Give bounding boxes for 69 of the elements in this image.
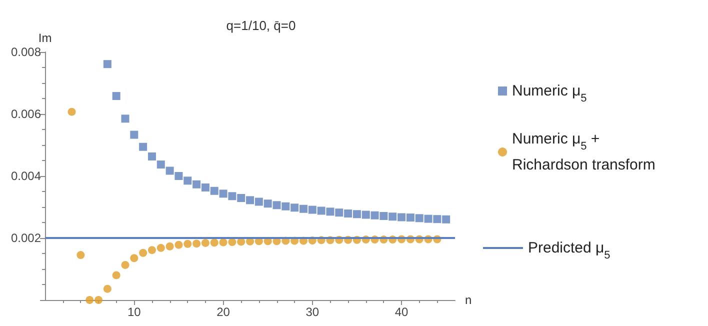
point bbox=[246, 196, 254, 204]
point bbox=[184, 176, 192, 185]
point bbox=[254, 198, 263, 206]
point bbox=[156, 160, 165, 169]
point bbox=[210, 238, 218, 247]
point bbox=[352, 210, 361, 218]
point bbox=[326, 208, 334, 216]
point bbox=[317, 206, 326, 215]
point bbox=[406, 214, 414, 222]
point bbox=[76, 251, 85, 260]
point bbox=[210, 186, 218, 195]
point bbox=[192, 180, 201, 188]
y-tick-label: 0.002 bbox=[11, 231, 42, 245]
point bbox=[219, 190, 228, 198]
point bbox=[380, 212, 388, 220]
point bbox=[121, 260, 130, 269]
point bbox=[103, 60, 112, 68]
point bbox=[237, 194, 246, 202]
x-tick-label: 20 bbox=[216, 305, 230, 319]
point bbox=[335, 208, 344, 217]
point bbox=[166, 242, 174, 250]
chart-title: q=1/10, q̄=0 bbox=[226, 18, 296, 33]
point bbox=[139, 142, 148, 151]
point bbox=[433, 215, 442, 224]
point bbox=[290, 204, 299, 212]
point bbox=[424, 214, 432, 223]
point bbox=[139, 248, 148, 257]
y-axis-title: Im bbox=[38, 31, 52, 45]
point bbox=[103, 284, 112, 293]
point bbox=[344, 210, 352, 218]
point bbox=[201, 183, 210, 192]
point bbox=[148, 152, 156, 160]
point bbox=[264, 200, 272, 208]
point bbox=[68, 108, 76, 116]
point bbox=[112, 271, 120, 280]
x-tick-label: 10 bbox=[127, 305, 142, 319]
x-axis-title: n bbox=[465, 293, 472, 307]
point bbox=[228, 192, 236, 200]
point bbox=[201, 238, 210, 247]
point bbox=[148, 246, 156, 254]
point bbox=[130, 254, 138, 262]
point bbox=[121, 114, 130, 123]
point bbox=[174, 240, 183, 249]
point bbox=[370, 211, 379, 220]
point bbox=[415, 214, 424, 222]
point bbox=[299, 204, 308, 213]
point bbox=[156, 244, 165, 252]
point bbox=[272, 201, 281, 210]
point bbox=[174, 172, 183, 180]
x-tick-label: 30 bbox=[306, 305, 320, 319]
point bbox=[362, 210, 370, 219]
y-tick-label: 0.004 bbox=[11, 169, 42, 183]
point bbox=[192, 240, 201, 248]
x-tick-label: 40 bbox=[394, 305, 409, 319]
y-tick-label: 0.006 bbox=[11, 107, 42, 121]
y-tick-label: 0.008 bbox=[11, 45, 42, 59]
point bbox=[219, 238, 228, 246]
point bbox=[112, 92, 120, 100]
point bbox=[184, 240, 192, 248]
point bbox=[166, 166, 174, 175]
point bbox=[398, 213, 406, 222]
point bbox=[94, 296, 103, 304]
point bbox=[86, 296, 94, 304]
point bbox=[388, 212, 397, 221]
point bbox=[308, 206, 316, 214]
point bbox=[282, 202, 290, 210]
point bbox=[442, 215, 450, 224]
point bbox=[130, 130, 138, 139]
point bbox=[228, 238, 236, 246]
